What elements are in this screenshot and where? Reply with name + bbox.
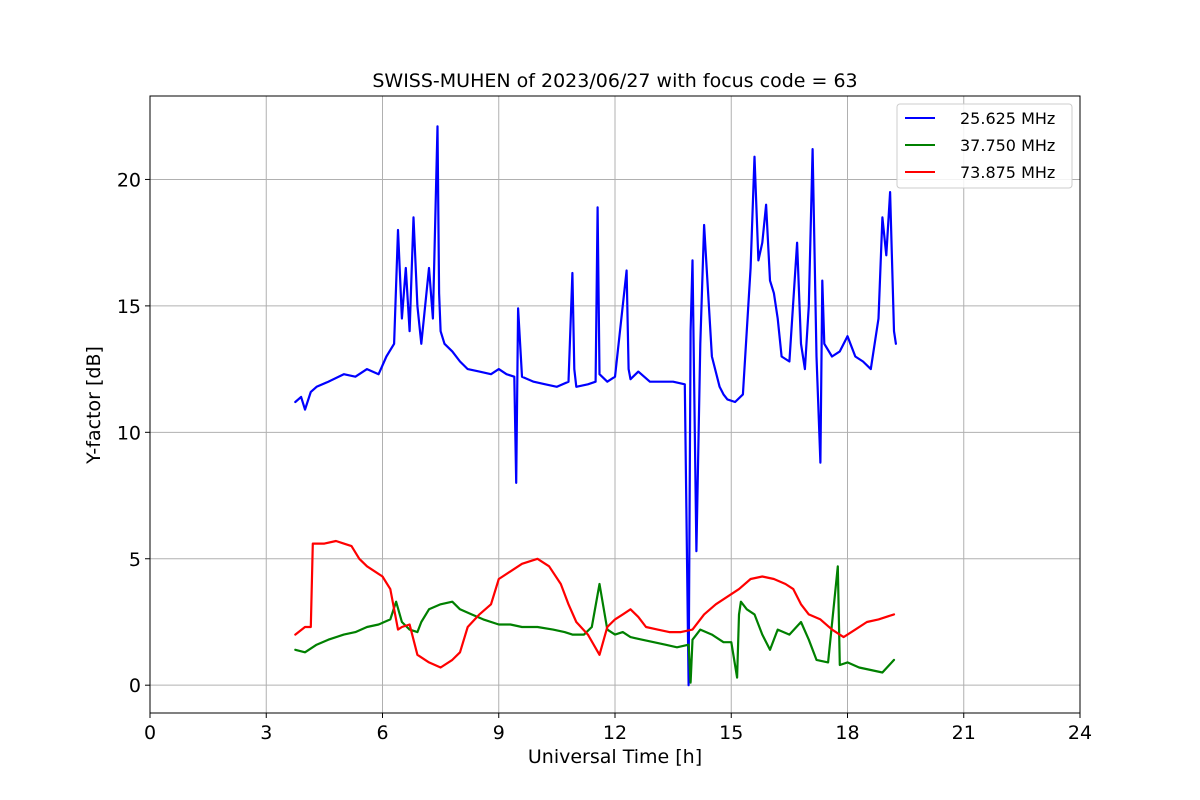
x-tick-label: 6: [376, 722, 388, 744]
x-tick-label: 15: [719, 722, 743, 744]
x-tick-label: 0: [144, 722, 156, 744]
series-line-2: [294, 565, 896, 684]
y-tick-label: 5: [129, 549, 141, 571]
x-axis-label: Universal Time [h]: [528, 746, 702, 768]
x-tick-label: 24: [1068, 722, 1092, 744]
y-tick-label: 0: [129, 675, 141, 697]
y-tick-label: 15: [117, 296, 141, 318]
legend-label: 73.875 MHz: [960, 163, 1055, 182]
series-line-3: [294, 539, 896, 669]
series-layer: [294, 125, 898, 687]
y-tick-label: 10: [117, 422, 141, 444]
legend-label: 37.750 MHz: [960, 136, 1055, 155]
x-tick-label: 12: [603, 722, 627, 744]
legend-box: [896, 103, 1073, 189]
legend-label: 25.625 MHz: [960, 109, 1055, 128]
x-tick-label: 21: [952, 722, 976, 744]
y-tick-label: 20: [117, 169, 141, 191]
x-tick-label: 18: [835, 722, 859, 744]
series-line-1: [294, 125, 898, 687]
legend: 25.625 MHz 37.750 MHz 73.875 MHz: [896, 103, 1073, 189]
x-axis: 0 3 6 9 12 15 18 21 24: [144, 713, 1092, 744]
x-tick-label: 3: [260, 722, 272, 744]
y-axis: 0 5 10 15 20: [117, 169, 150, 697]
x-tick-label: 9: [493, 722, 505, 744]
y-axis-label: Y-factor [dB]: [83, 346, 105, 465]
chart-title: SWISS-MUHEN of 2023/06/27 with focus cod…: [372, 70, 857, 92]
